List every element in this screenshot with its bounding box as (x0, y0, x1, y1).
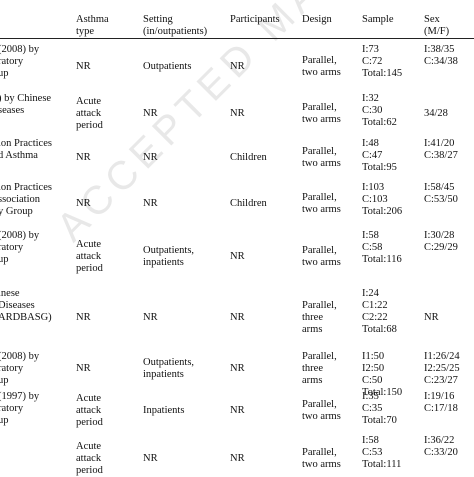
cell-asthma-type: NR (76, 363, 91, 374)
header-rule (0, 38, 474, 39)
cell-source: (2008) by ratory up (0, 230, 40, 265)
cell-sex: I:41/20 C:38/27 (424, 138, 458, 161)
cell-participants: NR (230, 61, 245, 72)
cell-asthma-type: NR (76, 152, 91, 163)
header-sample: Sample (362, 14, 394, 25)
cell-sex: I:58/45 C:53/50 (424, 182, 458, 205)
cell-asthma-type: Acute attack period (76, 441, 103, 476)
header-participants: Participants (230, 14, 280, 25)
cell-sample: I:35 C:35 Total:70 (362, 391, 397, 426)
cell-asthma-type: NR (76, 198, 91, 209)
cell-setting: Outpatients, inpatients (143, 357, 195, 380)
cell-design: Parallel, two arms (302, 102, 341, 125)
cell-sex: I:36/22 C:33/20 (424, 435, 458, 458)
header-asthma-type: Asthma type (76, 14, 109, 37)
cell-asthma-type: NR (76, 61, 91, 72)
cell-sample: I:58 C:53 Total:111 (362, 435, 402, 470)
cell-asthma-type: Acute attack period (76, 96, 103, 131)
cell-design: Parallel, two arms (302, 399, 341, 422)
cell-participants: NR (230, 108, 245, 119)
cell-sex: I1:26/24 I2:25/25 C:23/27 (424, 351, 460, 386)
cell-setting: NR (143, 108, 158, 119)
cell-source: (1997) by ratory up (0, 391, 40, 426)
cell-setting: NR (143, 198, 158, 209)
cell-participants: NR (230, 251, 245, 262)
cell-source: (2008) by ratory up (0, 44, 40, 79)
cell-participants: Children (230, 152, 267, 163)
cell-setting: NR (143, 312, 158, 323)
cell-sample: I:32 C:30 Total:62 (362, 93, 397, 128)
cell-design: Parallel, two arms (302, 245, 341, 268)
cell-participants: NR (230, 312, 245, 323)
cell-setting: NR (143, 453, 158, 464)
cell-sample: I:73 C:72 Total:145 (362, 44, 403, 79)
cell-source: ion Practices ssociation y Group (0, 182, 52, 217)
cell-sex: NR (424, 312, 439, 323)
cell-sample: I:48 C:47 Total:95 (362, 138, 397, 173)
header-design: Design (302, 14, 332, 25)
cell-source: inese Diseases ARDBASG) (0, 288, 52, 323)
cell-sex: 34/28 (424, 108, 448, 119)
cell-setting: Inpatients (143, 405, 185, 416)
cell-setting: Outpatients, inpatients (143, 245, 195, 268)
header-setting: Setting (in/outpatients) (143, 14, 208, 37)
cell-design: Parallel, two arms (302, 192, 341, 215)
cell-sex: I:30/28 C:29/29 (424, 230, 458, 253)
cell-design: Parallel, three arms (302, 300, 337, 335)
cell-asthma-type: Acute attack period (76, 239, 103, 274)
cell-design: Parallel, three arms (302, 351, 337, 386)
cell-sample: I:58 C:58 Total:116 (362, 230, 402, 265)
cell-sample: I:24 C1:22 C2:22 Total:68 (362, 288, 397, 335)
cell-setting: Outpatients (143, 61, 192, 72)
cell-design: Parallel, two arms (302, 146, 341, 169)
cell-source: (2008) by ratory up (0, 351, 40, 386)
cell-sample: I1:50 I2:50 C:50 Total:150 (362, 351, 403, 398)
cell-design: Parallel, two arms (302, 447, 341, 470)
cell-participants: NR (230, 363, 245, 374)
cell-source: ion Practices d Asthma (0, 138, 52, 161)
cell-asthma-type: NR (76, 312, 91, 323)
cell-setting: NR (143, 152, 158, 163)
header-sex: Sex (M/F) (424, 14, 450, 37)
cell-sex: I:19/16 C:17/18 (424, 391, 458, 414)
cell-participants: NR (230, 405, 245, 416)
cell-source: ) by Chinese seases (0, 93, 52, 116)
cell-sample: I:103 C:103 Total:206 (362, 182, 403, 217)
cell-asthma-type: Acute attack period (76, 393, 103, 428)
cell-participants: NR (230, 453, 245, 464)
cell-sex: I:38/35 C:34/38 (424, 44, 458, 67)
cell-participants: Children (230, 198, 267, 209)
cell-design: Parallel, two arms (302, 55, 341, 78)
